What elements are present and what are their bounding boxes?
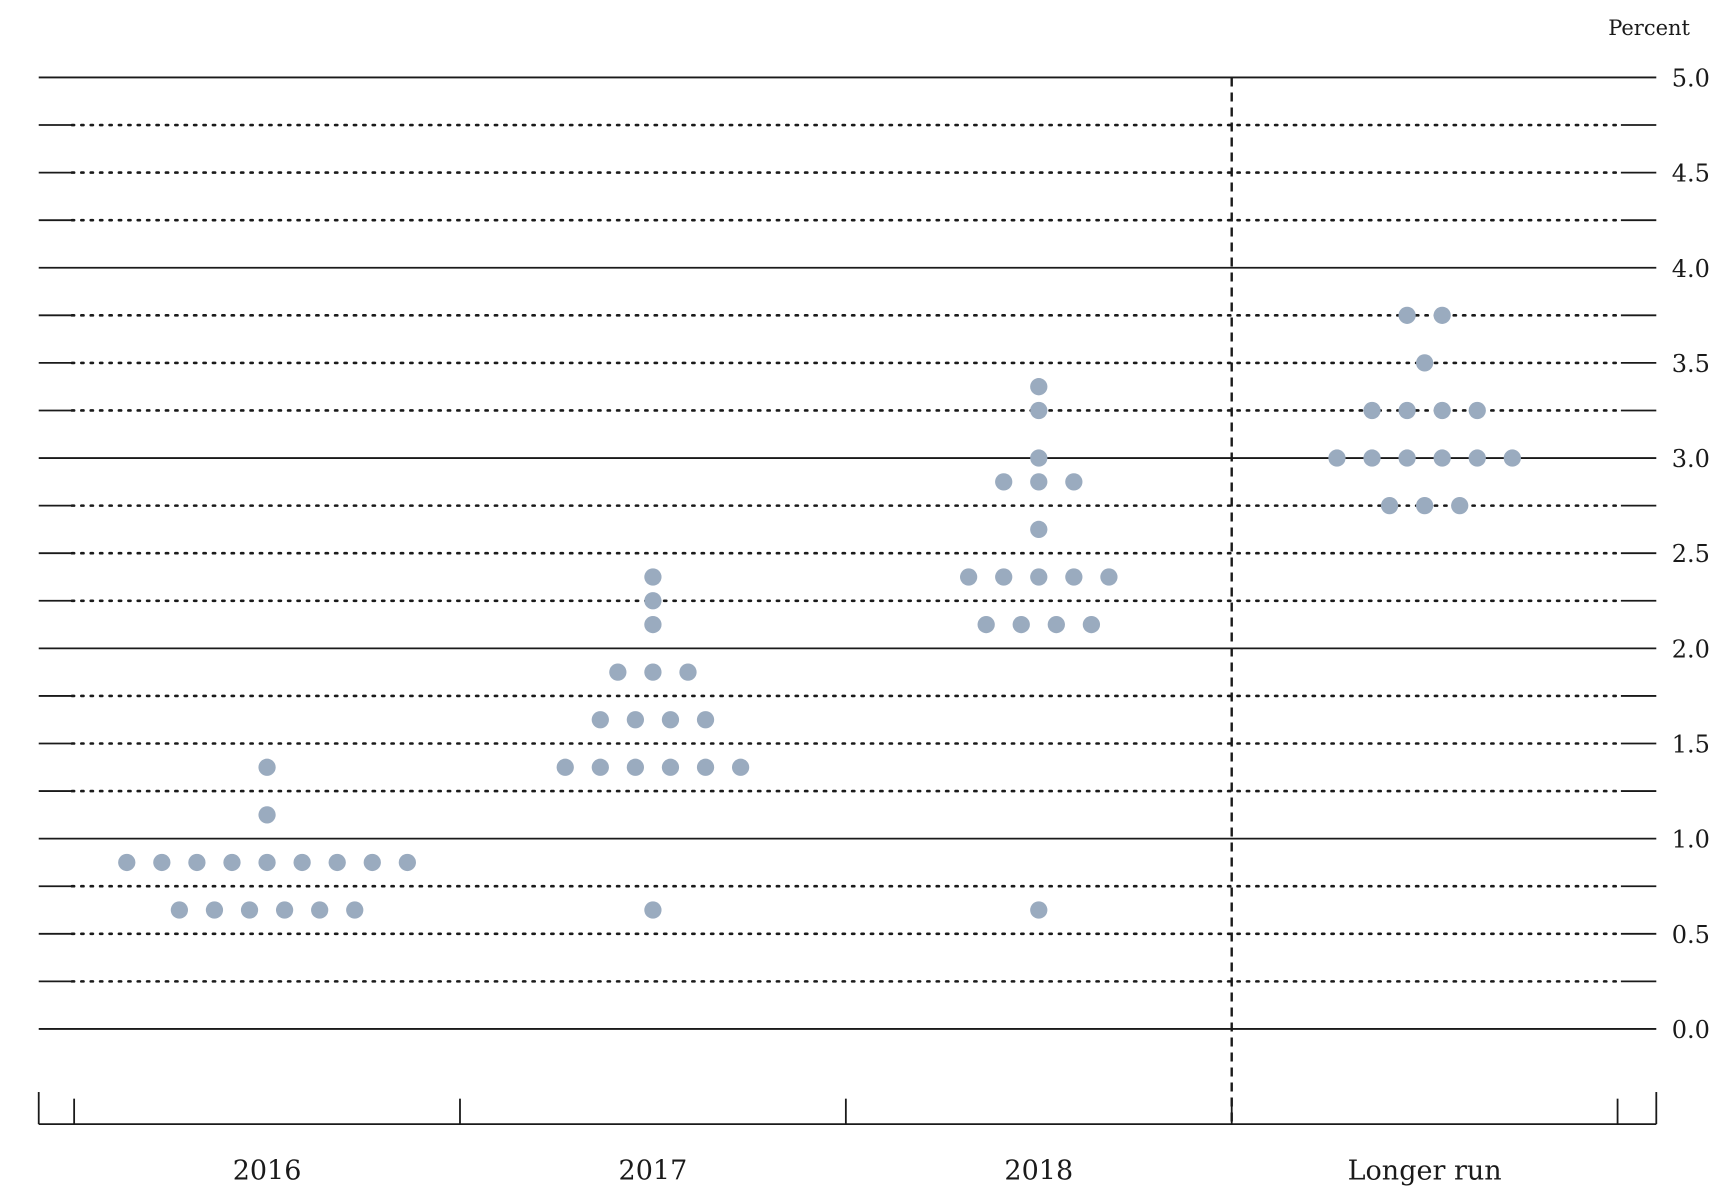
y-tick-label: 0.0 bbox=[1672, 1016, 1710, 1044]
data-dot bbox=[591, 758, 609, 776]
data-dot bbox=[644, 901, 662, 919]
data-dot bbox=[731, 758, 750, 776]
dots bbox=[118, 306, 1521, 919]
data-dot bbox=[118, 853, 136, 872]
y-tick-label: 2.0 bbox=[1672, 635, 1710, 663]
data-dot bbox=[1082, 615, 1101, 634]
data-dot bbox=[661, 711, 680, 729]
data-dot bbox=[1451, 496, 1469, 515]
x-category-label: Longer run bbox=[1348, 1155, 1502, 1186]
data-dot bbox=[1065, 568, 1083, 586]
data-dot bbox=[205, 901, 224, 919]
data-dot bbox=[346, 901, 364, 919]
data-dot bbox=[1363, 449, 1381, 467]
data-dot bbox=[644, 592, 662, 610]
data-dot bbox=[258, 806, 276, 824]
y-tick-label: 3.0 bbox=[1672, 445, 1710, 473]
data-dot bbox=[293, 853, 311, 872]
data-dot bbox=[1468, 401, 1486, 420]
data-dot bbox=[275, 901, 294, 919]
data-dot bbox=[1398, 401, 1416, 420]
y-tick-label: 1.5 bbox=[1672, 731, 1710, 759]
y-axis-ticks: 5.0 4.5 4.0 3.5 3.0 2.5 2.0 1.5 1.0 0.5 0.0 bbox=[1672, 64, 1710, 1044]
data-dot bbox=[644, 568, 662, 586]
data-dot bbox=[1030, 520, 1048, 539]
y-tick-label: 1.0 bbox=[1672, 826, 1710, 854]
data-dot bbox=[188, 853, 206, 872]
data-dot bbox=[1047, 615, 1065, 634]
data-dot bbox=[960, 568, 978, 586]
y-tick-label: 3.5 bbox=[1672, 350, 1710, 378]
data-dot bbox=[240, 901, 259, 919]
x-axis: 2016 2017 2018 Longer run bbox=[37, 77, 1658, 1186]
y-axis-unit-label: Percent bbox=[1608, 16, 1690, 40]
data-dot bbox=[696, 758, 715, 776]
data-dot bbox=[1030, 568, 1048, 586]
data-dot bbox=[1433, 449, 1451, 467]
data-dot bbox=[258, 758, 276, 776]
data-dot bbox=[328, 853, 346, 872]
data-dot bbox=[1065, 473, 1083, 491]
data-dot bbox=[1398, 449, 1416, 467]
data-dot bbox=[1030, 378, 1048, 396]
data-dot bbox=[1468, 449, 1486, 467]
data-dot bbox=[1100, 568, 1118, 586]
data-dot bbox=[995, 473, 1013, 491]
data-dot bbox=[556, 758, 574, 776]
data-dot bbox=[644, 615, 662, 634]
gridlines bbox=[38, 76, 1657, 1030]
data-dot bbox=[591, 711, 609, 729]
y-tick-label: 2.5 bbox=[1672, 540, 1710, 568]
data-dot bbox=[398, 853, 416, 872]
data-dot bbox=[696, 711, 715, 729]
data-dot bbox=[661, 758, 680, 776]
y-tick-label: 4.0 bbox=[1672, 255, 1710, 283]
data-dot bbox=[644, 663, 662, 681]
data-dot bbox=[1030, 901, 1048, 919]
y-tick-label: 0.5 bbox=[1672, 921, 1710, 949]
y-tick-label: 5.0 bbox=[1672, 64, 1710, 92]
data-dot bbox=[170, 901, 189, 919]
data-dot bbox=[626, 758, 645, 776]
data-dot bbox=[1433, 401, 1451, 420]
data-dot bbox=[977, 615, 995, 634]
data-dot bbox=[1030, 401, 1048, 420]
data-dot bbox=[1012, 615, 1030, 634]
y-tick-label: 4.5 bbox=[1672, 160, 1710, 188]
data-dot bbox=[1328, 449, 1346, 467]
data-dot bbox=[223, 853, 241, 872]
data-dot bbox=[311, 901, 329, 919]
data-dot bbox=[1398, 306, 1416, 324]
data-dot bbox=[626, 711, 645, 729]
data-dot bbox=[258, 853, 276, 872]
data-dot bbox=[609, 663, 627, 681]
data-dot bbox=[1030, 449, 1048, 467]
data-dot bbox=[363, 853, 381, 872]
x-category-label: 2017 bbox=[619, 1155, 688, 1186]
x-category-label: 2018 bbox=[1004, 1155, 1073, 1186]
data-dot bbox=[1416, 354, 1434, 372]
data-dot bbox=[1030, 473, 1048, 491]
data-dot bbox=[1416, 496, 1434, 515]
data-dot bbox=[995, 568, 1013, 586]
data-dot bbox=[1433, 306, 1451, 324]
data-dot bbox=[1503, 449, 1521, 467]
data-dot bbox=[1380, 496, 1399, 515]
data-dot bbox=[679, 663, 697, 681]
data-dot bbox=[1363, 401, 1381, 420]
data-dot bbox=[153, 853, 171, 872]
x-category-label: 2016 bbox=[233, 1155, 302, 1186]
